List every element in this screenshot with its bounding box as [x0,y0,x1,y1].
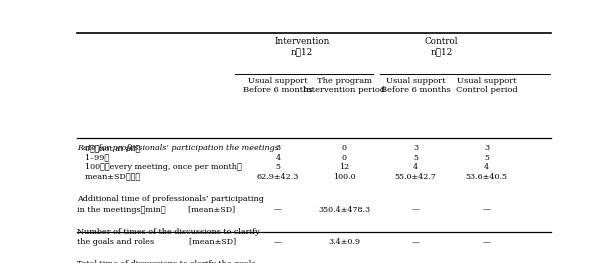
Text: 3: 3 [413,144,418,152]
Text: 100％（every meeting, once per month）: 100％（every meeting, once per month） [80,163,242,171]
Text: 0: 0 [342,144,347,152]
Text: 4: 4 [413,163,418,171]
Text: 3: 3 [275,144,281,152]
Text: —: — [412,238,420,246]
Text: 12: 12 [340,163,349,171]
Text: 4: 4 [484,163,490,171]
Text: Additional time of professionals’ participating: Additional time of professionals’ partic… [78,195,264,203]
Text: 350.4±478.3: 350.4±478.3 [318,205,370,214]
Text: 62.9±42.3: 62.9±42.3 [257,173,299,181]
Text: 100.0: 100.0 [333,173,356,181]
Text: in the meetings（min）         [mean±SD]: in the meetings（min） [mean±SD] [78,205,236,214]
Text: 3.4±0.9: 3.4±0.9 [329,238,360,246]
Text: The program
Intervention period: The program Intervention period [304,77,386,94]
Text: —: — [274,238,282,246]
Text: Control
n＝12: Control n＝12 [425,37,458,56]
Text: 0％（not at all）: 0％（not at all） [80,144,140,152]
Text: —: — [483,238,491,246]
Text: Rate for professionals’ participation the meetings: Rate for professionals’ participation th… [78,144,279,152]
Text: 4: 4 [275,154,281,162]
Text: Usual support
Control period: Usual support Control period [456,77,518,94]
Text: Number of times of the discussions to clarify: Number of times of the discussions to cl… [78,228,260,236]
Text: 5: 5 [413,154,418,162]
Text: Total time of discussions to clarify the goals: Total time of discussions to clarify the… [78,260,256,263]
Text: mean±SD（％）: mean±SD（％） [80,173,140,181]
Text: 53.6±40.5: 53.6±40.5 [466,173,508,181]
Text: 0: 0 [342,154,347,162]
Text: Usual support
Before 6 months: Usual support Before 6 months [243,77,313,94]
Text: 1–99％: 1–99％ [80,154,109,162]
Text: the goals and roles              [mean±SD]: the goals and roles [mean±SD] [78,238,237,246]
Text: —: — [274,205,282,214]
Text: 5: 5 [484,154,489,162]
Text: 55.0±42.7: 55.0±42.7 [395,173,436,181]
Text: 3: 3 [484,144,490,152]
Text: 5: 5 [275,163,280,171]
Text: Intervention
n＝12: Intervention n＝12 [274,37,329,56]
Text: —: — [483,205,491,214]
Text: Usual support
Before 6 months: Usual support Before 6 months [381,77,450,94]
Text: —: — [412,205,420,214]
